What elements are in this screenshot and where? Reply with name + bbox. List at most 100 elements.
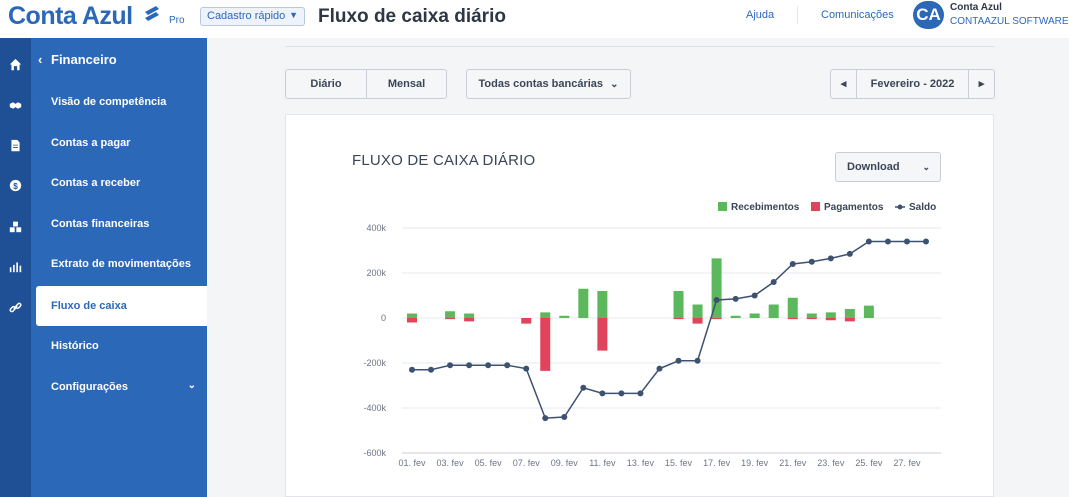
rail-inventory[interactable] <box>0 210 31 242</box>
sidebar-item-configuracoes[interactable]: Configurações ⌄ <box>36 367 207 407</box>
bar-recebimentos <box>768 304 779 318</box>
sidebar-item-label: Visão de competência <box>51 96 167 108</box>
sidebar-item-label: Extrato de movimentações <box>51 258 191 270</box>
sidebar-item-extrato[interactable]: Extrato de movimentações <box>36 244 207 284</box>
legend-label-pagamentos: Pagamentos <box>824 202 884 213</box>
rail-sales[interactable] <box>0 89 31 121</box>
saldo-point <box>827 255 834 262</box>
rail-finance[interactable]: $ <box>0 169 31 201</box>
x-tick-label: 15. fev <box>665 458 693 468</box>
home-icon <box>9 58 22 70</box>
saldo-point <box>618 390 625 397</box>
bar-recebimentos <box>863 305 874 318</box>
sidebar-item-label: Configurações <box>51 381 129 393</box>
bar-pagamentos <box>521 318 532 324</box>
saldo-point <box>732 295 739 302</box>
accounts-dropdown[interactable]: Todas contas bancárias ⌄ <box>466 69 631 99</box>
link-icon <box>9 302 22 312</box>
chevron-down-icon: ⌄ <box>610 79 619 90</box>
rail-reports[interactable] <box>0 250 31 282</box>
svg-text:$: $ <box>13 181 18 190</box>
x-tick-label: 11. fev <box>589 458 616 468</box>
x-tick-label: 21. fev <box>779 458 807 468</box>
user-name[interactable]: Conta Azul <box>950 2 1002 13</box>
caret-right-icon: ▸ <box>978 78 985 90</box>
saldo-point <box>884 238 891 245</box>
communications-link[interactable]: Comunicações <box>821 9 894 21</box>
divider <box>797 6 798 24</box>
logo-mark-icon <box>145 6 159 21</box>
bar-pagamentos <box>844 318 855 322</box>
icon-rail: $ <box>0 38 31 497</box>
sidebar-item-fluxo-caixa[interactable]: Fluxo de caixa <box>36 286 207 326</box>
user-company[interactable]: CONTAAZUL SOFTWARE <box>950 16 1069 27</box>
sidebar-item-historico[interactable]: Histórico <box>36 326 207 366</box>
y-tick-label: 200k <box>366 268 386 278</box>
bar-recebimentos <box>578 288 589 318</box>
bar-recebimentos <box>540 312 551 318</box>
x-tick-label: 05. fev <box>475 458 503 468</box>
y-tick-label: -200k <box>363 358 386 368</box>
saldo-point <box>656 365 663 372</box>
rail-documents[interactable] <box>0 129 31 161</box>
saldo-point <box>846 250 853 257</box>
divider <box>285 46 995 47</box>
bar-recebimentos <box>464 313 475 318</box>
saldo-point <box>903 238 910 245</box>
bar-recebimentos <box>711 258 722 318</box>
saldo-point <box>561 414 568 420</box>
chevron-down-icon: ⌄ <box>187 380 196 391</box>
sidebar-item-competencia[interactable]: Visão de competência <box>36 82 207 122</box>
sidebar-item-label: Histórico <box>51 340 99 352</box>
saldo-point <box>865 238 872 245</box>
saldo-point <box>808 258 815 265</box>
saldo-point <box>789 261 796 267</box>
bar-recebimentos <box>597 291 608 318</box>
saldo-point <box>675 357 682 364</box>
saldo-point <box>523 365 530 372</box>
bar-pagamentos <box>445 318 456 320</box>
sidebar-header[interactable]: ‹ Financeiro <box>31 52 207 74</box>
x-tick-label: 19. fev <box>741 458 769 468</box>
bar-recebimentos <box>749 313 760 318</box>
saldo-point <box>428 366 435 373</box>
rail-integrations[interactable] <box>0 291 31 323</box>
tab-diario[interactable]: Diário <box>285 69 367 99</box>
bar-recebimentos <box>825 312 836 318</box>
bar-recebimentos <box>692 304 703 318</box>
y-tick-label: -400k <box>363 403 386 413</box>
logo[interactable]: Conta Azul <box>8 2 133 30</box>
x-tick-label: 27. fev <box>893 458 921 468</box>
saldo-point <box>447 362 454 369</box>
sidebar-item-contas-financeiras[interactable]: Contas financeiras <box>36 204 207 244</box>
bar-recebimentos <box>787 297 798 318</box>
sidebar-item-label: Contas a receber <box>51 177 141 189</box>
saldo-point <box>485 362 492 369</box>
handshake-icon <box>9 101 22 109</box>
tab-mensal[interactable]: Mensal <box>366 69 447 99</box>
legend-swatch-pagamentos <box>811 202 820 211</box>
download-button[interactable]: Download ⌄ <box>835 152 941 182</box>
prev-period-button[interactable]: ◂ <box>830 69 857 99</box>
sidebar-item-contas-pagar[interactable]: Contas a pagar <box>36 123 207 163</box>
bar-recebimentos <box>673 291 684 318</box>
help-link[interactable]: Ajuda <box>746 9 775 21</box>
avatar[interactable]: CA <box>913 1 944 29</box>
chevron-down-icon: ⌄ <box>922 162 930 172</box>
sidebar-item-contas-receber[interactable]: Contas a receber <box>36 163 207 203</box>
quick-register-button[interactable]: Cadastro rápido ▼ <box>200 7 305 26</box>
bar-pagamentos <box>787 318 798 320</box>
quick-register-label: Cadastro rápido <box>207 10 286 22</box>
saldo-point <box>580 384 587 391</box>
saldo-point <box>770 279 777 285</box>
saldo-point <box>751 292 758 299</box>
bar-chart-icon <box>9 261 22 272</box>
next-period-button[interactable]: ▸ <box>968 69 995 99</box>
plan-label: Pro <box>169 15 185 26</box>
chevron-down-icon: ▼ <box>289 10 298 20</box>
y-tick-label: 0 <box>381 313 386 323</box>
rail-home[interactable] <box>0 48 31 80</box>
download-label: Download <box>847 161 900 173</box>
bar-pagamentos <box>407 318 417 323</box>
x-tick-label: 13. fev <box>627 458 655 468</box>
